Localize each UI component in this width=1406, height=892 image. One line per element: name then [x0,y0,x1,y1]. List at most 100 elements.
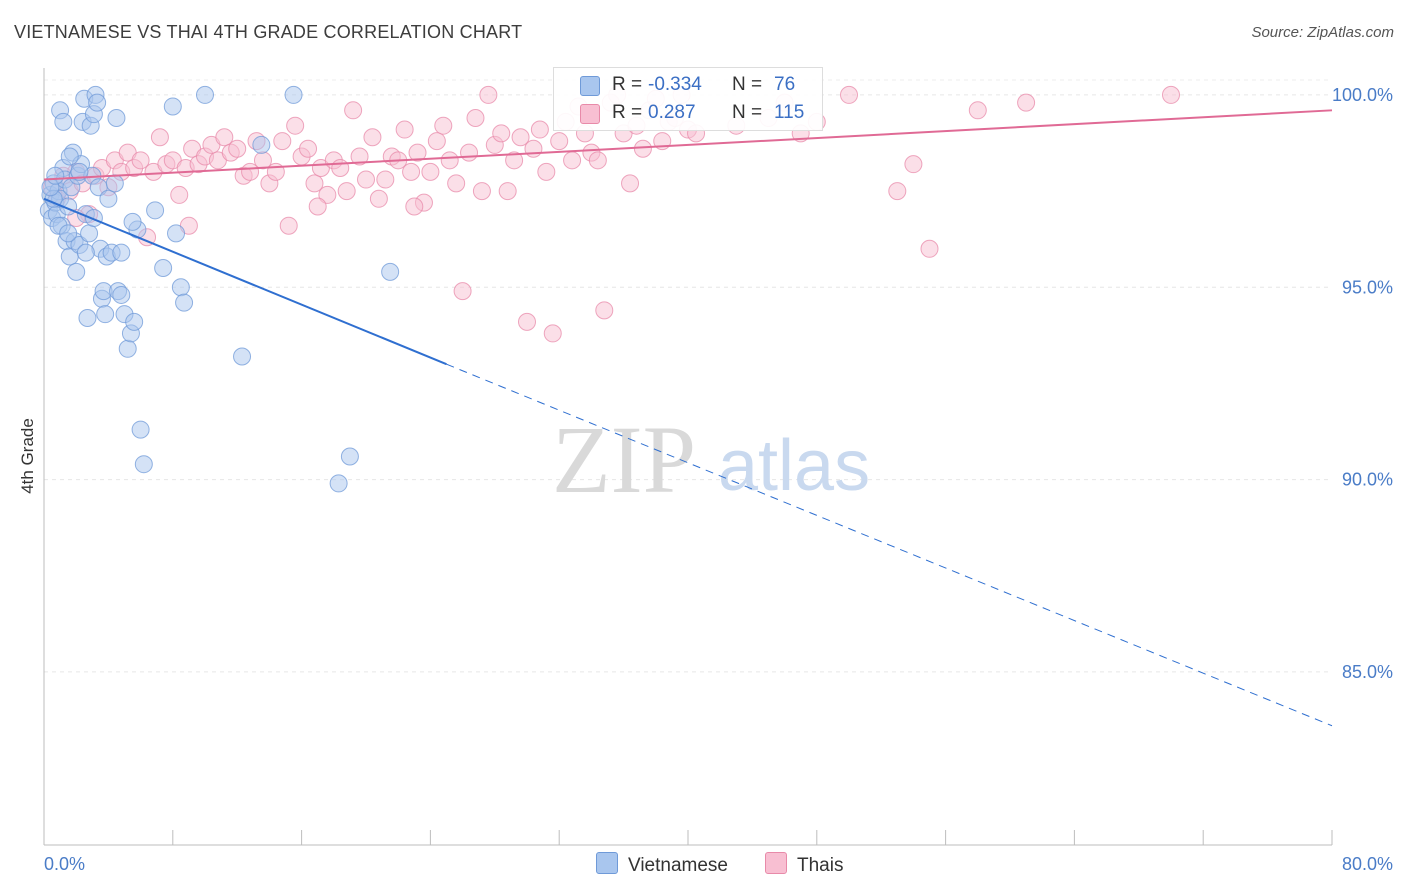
x-tick-marks [43,830,1333,845]
y-tick-label: 100.0% [1332,85,1393,105]
thais-point [279,216,298,235]
thais-point [369,189,388,208]
y-axis-title: 4th Grade [18,418,37,494]
thais-point [434,116,453,135]
vietnamese-point [154,259,173,278]
thais-point [447,174,466,193]
thais-point [440,151,459,170]
bottom-legend-swatch-vietnamese [596,852,618,874]
source-label: Source: ZipAtlas.com [1251,24,1394,41]
thais-point [215,128,234,147]
thais-point [840,85,858,104]
thais-point [472,182,491,201]
thais-point [331,159,350,178]
thais-point [308,197,327,216]
watermark-atlas: atlas [718,426,870,506]
vietnamese-point [233,347,252,366]
legend-swatch-vietnamese [580,76,600,96]
legend-n-label: N = [732,74,763,95]
thais-point [595,301,614,320]
legend-n-label: N = [732,102,763,123]
vietnamese-point [134,455,153,474]
bottom-legend-label-vietnamese: Vietnamese [628,855,728,876]
vietnamese-point [252,135,271,154]
legend-r-value: -0.334 [648,74,702,95]
watermark-zip: ZIP [552,406,696,513]
thais-point [550,132,569,151]
thais-point [888,182,907,201]
thais-point [170,185,189,204]
thais-point [357,170,375,189]
vietnamese-point [96,305,115,324]
vietnamese-point [80,224,99,243]
vietnamese-point [146,201,165,220]
thais-point [337,182,356,201]
vietnamese-point [78,309,97,328]
vietnamese-point [76,243,95,262]
vietnamese-point [123,212,142,231]
thais-point [131,151,150,170]
thais-point [305,174,324,193]
vietnamese-point [67,262,86,281]
vietnamese-point [381,262,400,281]
legend-r-label: R = [612,74,643,95]
thais-point [363,128,382,147]
thais-point [453,282,472,301]
thais-point [228,139,247,158]
vietnamese-point [59,224,78,243]
vietnamese-point [84,209,103,228]
thais-point [427,132,446,151]
legend-n-value: 115 [774,102,805,123]
thais-point [299,139,318,158]
thais-point [1017,93,1036,112]
thais-point [505,151,524,170]
vietnamese-point [167,224,186,243]
thais-point [511,128,530,147]
thais-point [543,324,562,343]
thais-point [421,162,440,181]
vietnamese-point [125,312,144,331]
vietnamese-trend-line [43,197,447,366]
thais-point [376,170,395,189]
thais-point [479,85,498,104]
legend-n-value: 76 [774,74,796,95]
vietnamese-point [112,285,131,304]
vietnamese-point [46,166,65,185]
y-tick-label: 90.0% [1342,470,1393,490]
series-vietnamese-points [39,85,400,493]
thais-point [273,132,292,151]
vietnamese-point [105,174,124,193]
thais-point [633,139,652,158]
thais-point [621,174,640,193]
thais-point [344,101,363,120]
y-tick-label: 85.0% [1342,662,1393,682]
bottom-legend-label-thais: Thais [797,855,844,876]
vietnamese-point [175,293,194,312]
bottom-legend-vietnamese: Vietnamese [596,852,728,877]
vietnamese-point [196,85,214,104]
thais-point [405,197,424,216]
vietnamese-point [340,447,359,466]
legend-r-value: 0.287 [648,102,696,123]
thais-point [150,128,169,147]
thais-point [524,139,543,158]
vietnamese-trend-extension [446,363,1333,727]
thais-point [286,116,305,135]
thais-point [498,182,517,201]
correlation-legend: R = -0.334 N = 76 R = 0.287 N = 115 [553,67,823,131]
vietnamese-point [329,474,348,493]
thais-point [563,151,582,170]
thais-point [904,155,923,174]
vietnamese-point [284,85,303,104]
vietnamese-point [99,189,118,208]
thais-point [588,151,607,170]
thais-point [518,312,536,331]
vietnamese-point [118,339,137,358]
legend-swatch-thais [580,104,600,124]
watermark: ZIP atlas [552,406,870,513]
bottom-legend-thais: Thais [765,852,843,877]
trend-lines [43,109,1333,727]
vietnamese-point [171,278,190,297]
thais-trend-line [43,109,1333,181]
